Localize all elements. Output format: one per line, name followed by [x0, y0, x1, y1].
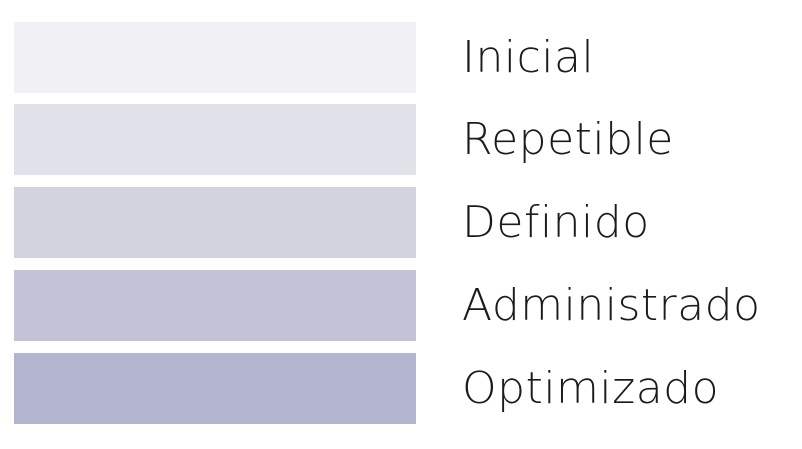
level-label-inicial: Inicial: [462, 32, 595, 83]
level-row-administrado: Administrado: [0, 270, 802, 342]
level-bar-inicial: [14, 22, 416, 93]
level-label-optimizado: Optimizado: [462, 363, 720, 414]
level-row-definido: Definido: [0, 187, 802, 259]
level-label-administrado: Administrado: [462, 280, 761, 331]
level-row-inicial: Inicial: [0, 22, 802, 94]
level-label-repetible: Repetible: [462, 114, 674, 165]
level-row-optimizado: Optimizado: [0, 353, 802, 425]
level-bar-definido: [14, 187, 416, 258]
level-bar-administrado: [14, 270, 416, 341]
level-label-definido: Definido: [462, 197, 650, 248]
level-row-repetible: Repetible: [0, 104, 802, 176]
level-bar-repetible: [14, 104, 416, 175]
level-bar-optimizado: [14, 353, 416, 424]
